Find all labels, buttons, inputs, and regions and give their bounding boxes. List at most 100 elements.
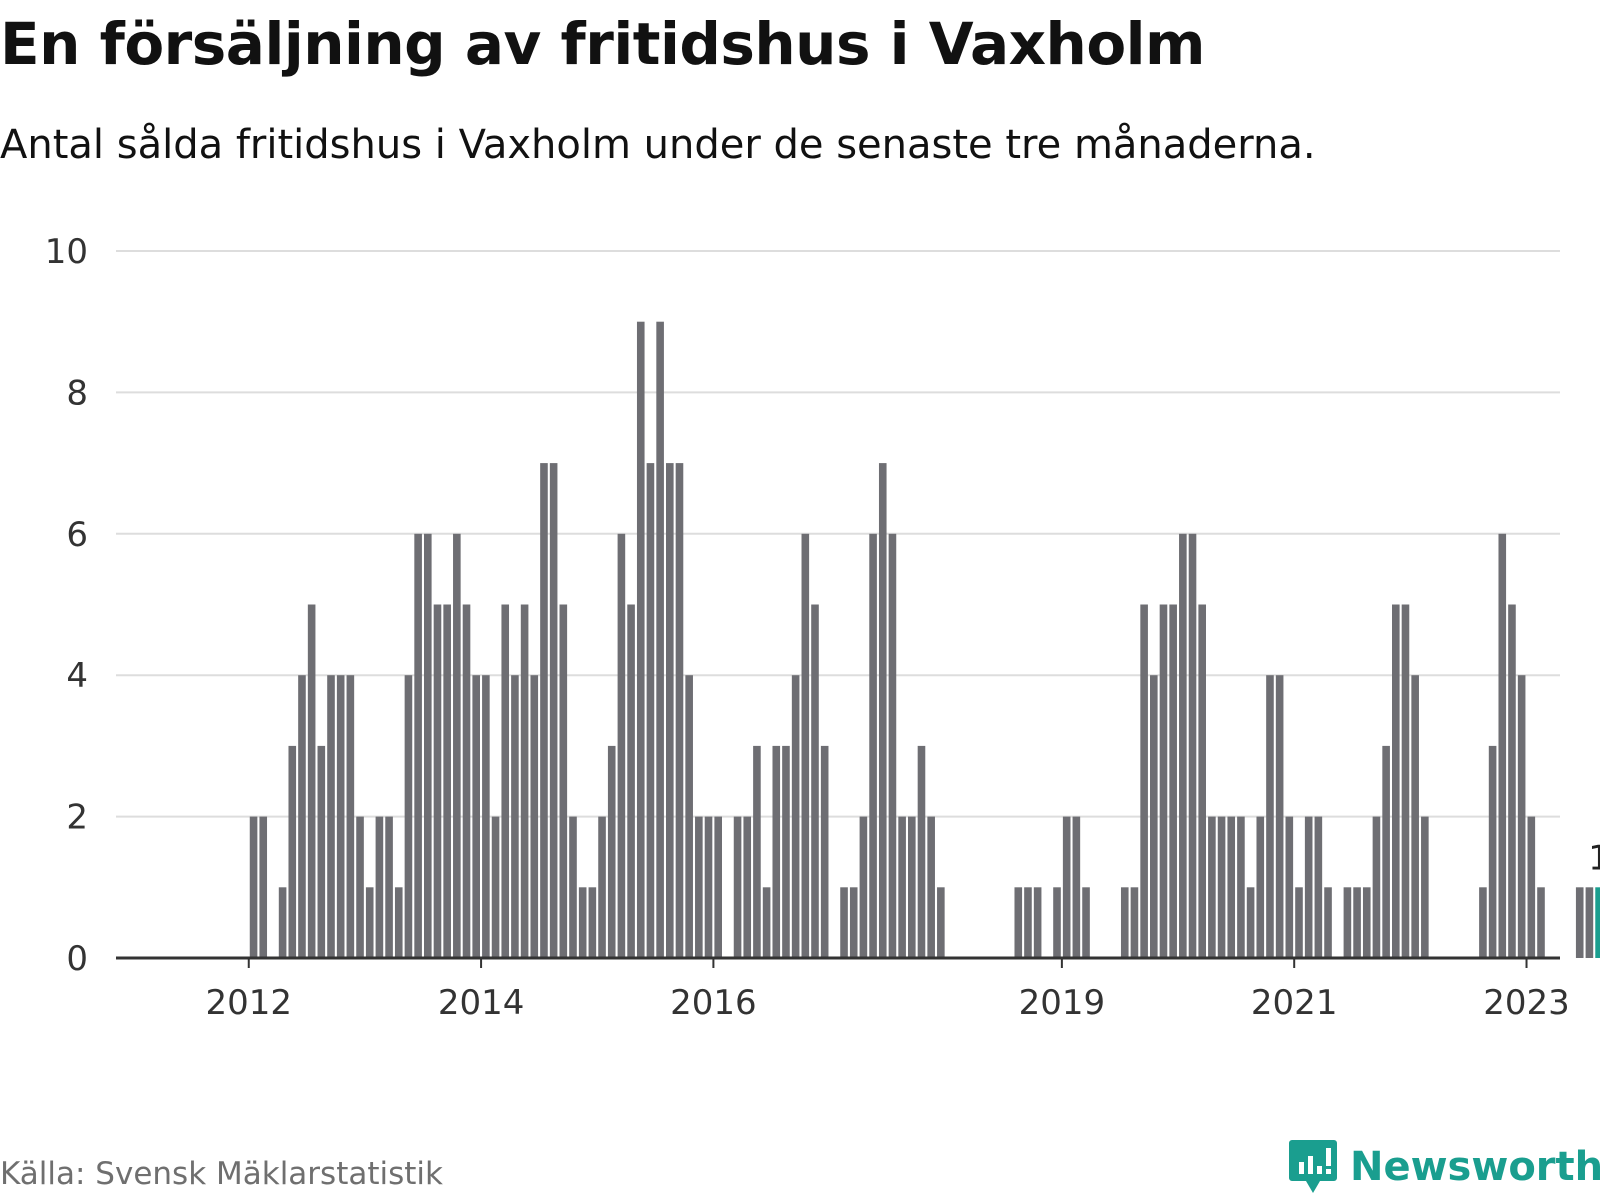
bar — [433, 604, 442, 958]
bar — [491, 816, 500, 958]
bar — [1208, 816, 1216, 958]
bar — [385, 816, 393, 958]
bar — [849, 887, 858, 958]
bar — [607, 745, 616, 958]
bar — [675, 463, 684, 958]
bar — [685, 675, 693, 958]
bar — [414, 533, 422, 958]
x-tick-label: 2019 — [1019, 983, 1106, 1023]
bar — [666, 463, 674, 958]
bar — [811, 604, 819, 958]
bar — [1246, 887, 1255, 958]
newsworthy-logo-icon — [1289, 1140, 1337, 1193]
bar — [1053, 887, 1061, 958]
bar — [888, 533, 897, 958]
bar — [1488, 745, 1497, 958]
bar — [1295, 887, 1303, 958]
bar — [249, 816, 258, 958]
bar — [627, 604, 635, 958]
bars — [249, 321, 1600, 958]
bar — [1140, 604, 1148, 958]
bar — [1188, 533, 1197, 958]
bar — [937, 887, 945, 958]
bar — [1285, 816, 1294, 958]
bar — [1033, 887, 1042, 958]
source-note: Källa: Svensk Mäklarstatistik — [0, 1156, 443, 1192]
bar — [1082, 887, 1090, 958]
bar — [617, 533, 626, 958]
bar — [501, 604, 510, 958]
x-axis: 2012 2014 2016 2019 2021 2023 — [116, 956, 1570, 1023]
bar — [869, 533, 877, 958]
bar — [1392, 604, 1400, 958]
bar — [714, 816, 722, 958]
bar — [1304, 816, 1313, 958]
bar — [530, 675, 539, 958]
bar — [753, 745, 761, 958]
bar — [598, 816, 606, 958]
brand-name: Newsworthy — [1350, 1144, 1600, 1190]
bar — [1014, 887, 1023, 958]
bar-highlight — [1595, 887, 1600, 958]
annotations: 1 — [1588, 838, 1600, 878]
last-value-label: 1 — [1588, 838, 1600, 878]
bar — [1169, 604, 1177, 958]
bar — [646, 463, 655, 958]
bar — [801, 533, 810, 958]
bar — [695, 816, 703, 958]
y-tick-label: 4 — [66, 656, 88, 696]
y-tick-label: 10 — [45, 232, 88, 272]
bar — [1401, 604, 1410, 958]
bar — [278, 887, 287, 958]
bar — [1527, 816, 1536, 958]
bar — [1072, 816, 1081, 958]
bar — [917, 745, 926, 958]
bar — [520, 604, 529, 958]
bar — [1275, 675, 1284, 958]
bar — [927, 816, 935, 958]
bar — [1150, 675, 1158, 958]
bar — [1130, 887, 1139, 958]
bar — [1217, 816, 1226, 958]
chart-subtitle: Antal sålda fritidshus i Vaxholm under d… — [0, 122, 1316, 168]
bar — [908, 816, 916, 958]
bar — [404, 675, 413, 958]
bar — [1324, 887, 1332, 958]
bar — [743, 816, 752, 958]
bar — [1062, 816, 1071, 958]
x-tick-label: 2014 — [438, 983, 525, 1023]
bar — [1159, 604, 1168, 958]
bar — [443, 604, 451, 958]
bar — [307, 604, 316, 958]
bar — [472, 675, 480, 958]
brand-logo[interactable]: Newsworthy — [1288, 1138, 1600, 1196]
bar — [1508, 604, 1516, 958]
bar — [1362, 887, 1371, 958]
bar — [1372, 816, 1381, 958]
bar — [356, 816, 364, 958]
bar — [1479, 887, 1487, 958]
y-tick-label: 8 — [66, 373, 88, 413]
bar — [298, 675, 306, 958]
x-tick-label: 2012 — [205, 983, 292, 1023]
bar — [559, 604, 568, 958]
bar — [1421, 816, 1429, 958]
bar — [1411, 675, 1419, 958]
bar — [336, 675, 345, 958]
bar — [1382, 745, 1390, 958]
y-tick-label: 2 — [66, 798, 88, 838]
bar — [1237, 816, 1245, 958]
bar — [453, 533, 461, 958]
bar — [1266, 675, 1274, 958]
bar — [569, 816, 577, 958]
bar — [259, 816, 268, 958]
bar — [394, 887, 403, 958]
bar — [424, 533, 432, 958]
y-tick-label: 6 — [66, 515, 88, 555]
x-tick-label: 2016 — [670, 983, 757, 1023]
bar — [1353, 887, 1361, 958]
bar — [375, 816, 384, 958]
bar — [540, 463, 548, 958]
bar — [1256, 816, 1265, 958]
bar — [1024, 887, 1032, 958]
